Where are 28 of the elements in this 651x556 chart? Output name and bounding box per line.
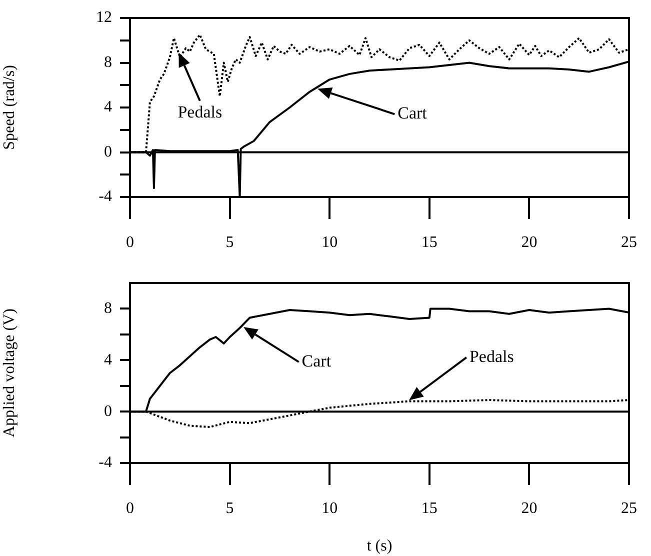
x-axis-title: t (s) [366,538,392,555]
x-tick-label: 0 [126,234,134,251]
x-tick-label: 15 [421,234,438,251]
text: Cart [302,351,332,370]
x-tick-label: 15 [421,500,438,517]
y-tick-label: 4 [104,351,112,368]
x-tick-label: 0 [126,500,134,517]
y-tick-label: -4 [98,454,112,472]
y-tick-label: 12 [96,9,112,26]
x-tick-label: 20 [521,500,538,517]
x-tick-label: 5 [226,234,234,251]
x-tick-label: 5 [226,500,234,517]
x-tick-label: 25 [621,234,637,251]
y-axis-title: Speed (rad/s) [0,65,18,150]
y-tick-label: 8 [104,300,112,317]
y-tick-label: 0 [104,402,112,420]
y-tick-label: 4 [104,98,112,116]
x-tick-label: 25 [621,500,637,517]
y-tick-label: -4 [98,188,112,206]
x-tick-label: 10 [322,234,338,251]
legend-label: Cart [398,104,428,123]
y-axis-title: Applied voltage (V) [0,308,18,438]
text: Pedals [469,346,514,366]
y-tick-label: 8 [104,54,112,71]
y-tick-label: 0 [104,143,112,160]
series-label: Pedals [178,102,222,122]
x-tick-label: 20 [521,234,538,251]
x-tick-label: 10 [322,500,338,517]
